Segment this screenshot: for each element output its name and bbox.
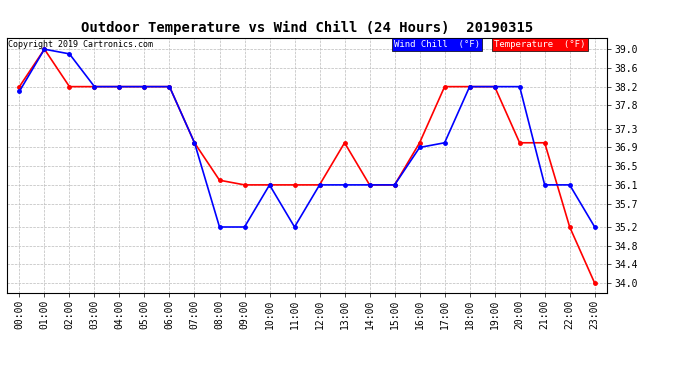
Title: Outdoor Temperature vs Wind Chill (24 Hours)  20190315: Outdoor Temperature vs Wind Chill (24 Ho… [81, 21, 533, 35]
Text: Copyright 2019 Cartronics.com: Copyright 2019 Cartronics.com [8, 40, 153, 49]
Text: Wind Chill  (°F): Wind Chill (°F) [394, 40, 480, 49]
Text: Temperature  (°F): Temperature (°F) [494, 40, 586, 49]
